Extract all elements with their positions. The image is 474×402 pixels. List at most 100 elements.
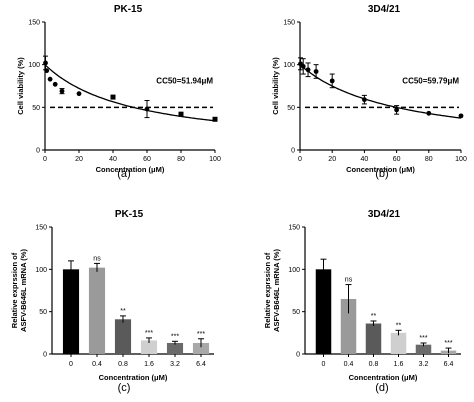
fit-curve <box>44 64 216 122</box>
data-point <box>43 60 48 66</box>
x-tick-label: 80 <box>177 156 185 163</box>
chart-pk15-mrna: PK-15 0 50 100 150 0 0.4 ns 0.8 ** 1.6 *** 3.2 *** 6.4… <box>10 209 214 394</box>
x-tick-label: 6.4 <box>444 361 454 368</box>
x-tick-label: 100 <box>455 156 467 163</box>
bar <box>192 342 210 354</box>
data-point <box>178 111 184 117</box>
chart-title: 3D4/21 <box>368 4 401 15</box>
y-tick-label: 0 <box>36 148 40 155</box>
data-point <box>44 68 50 74</box>
bar <box>390 332 407 354</box>
y-axis-label: Relative exprssion of ASFV-B646L mRNA (%) <box>10 249 28 332</box>
y-axis-label-line-2: ASFV-B646L mRNA (%) <box>272 249 281 332</box>
data-point <box>362 97 367 103</box>
significance-label: *** <box>444 340 452 347</box>
y-tick-label: 50 <box>292 309 300 316</box>
bar <box>62 269 80 354</box>
bar <box>166 342 184 354</box>
x-tick-label: 40 <box>109 156 117 163</box>
y-tick-label: 100 <box>35 267 47 274</box>
data-point <box>313 69 319 74</box>
y-axis-label: Cell viability (%) <box>271 57 280 115</box>
y-tick-label: 0 <box>43 352 47 359</box>
y-tick-label: 150 <box>35 225 47 232</box>
significance-label: *** <box>419 335 427 342</box>
y-tick-label: 150 <box>283 20 295 27</box>
x-axis-label: Concentration (μM) <box>96 165 165 174</box>
x-tick-label: 0.4 <box>344 361 354 368</box>
x-tick-label: 0 <box>69 361 73 368</box>
data-point <box>394 107 399 113</box>
bar <box>114 319 132 354</box>
chart-pk15-viability: PK-15 0 50 100 150 0 20 40 60 80 100 Concentration … <box>16 4 221 180</box>
y-axis-label: Relative exprssion of ASFV-B646L mRNA (%) <box>263 249 281 332</box>
significance-label: ns <box>93 255 101 262</box>
significance-label: ns <box>345 277 353 284</box>
chart-title: PK-15 <box>115 209 144 220</box>
panel-label: (b) <box>375 168 388 180</box>
significance-label: *** <box>145 330 153 337</box>
x-tick-label: 100 <box>209 156 221 163</box>
data-point <box>212 116 218 122</box>
cc50-annotation: CC50=59.79μM <box>402 76 459 85</box>
x-tick-label: 0 <box>322 361 326 368</box>
bar <box>365 323 382 354</box>
panel-label: (a) <box>117 168 130 180</box>
y-tick-label: 150 <box>288 225 300 232</box>
data-point <box>305 67 311 73</box>
x-tick-label: 3.2 <box>170 361 180 368</box>
data-point <box>59 88 65 94</box>
y-axis-label-line-1: Relative exprssion of <box>10 252 19 328</box>
data-point <box>426 110 432 116</box>
fit-curve <box>299 64 462 119</box>
panel-label: (c) <box>118 382 131 394</box>
y-tick-label: 50 <box>32 105 40 112</box>
significance-label: ** <box>371 313 377 320</box>
significance-label: ** <box>396 322 402 329</box>
data-point <box>329 78 335 84</box>
y-tick-label: 100 <box>288 267 300 274</box>
y-tick-label: 0 <box>296 352 300 359</box>
bar <box>340 298 357 354</box>
x-tick-label: 0.8 <box>369 361 379 368</box>
chart-3d421-viability: 3D4/21 0 50 100 150 0 20 40 60 80 100 Concentration… <box>271 4 467 180</box>
significance-label: ** <box>120 308 126 315</box>
x-tick-label: 6.4 <box>196 361 206 368</box>
y-axis-label: Cell viability (%) <box>16 57 25 115</box>
chart-title: PK-15 <box>114 4 143 15</box>
x-tick-label: 0 <box>43 156 47 163</box>
significance-label: *** <box>197 331 205 338</box>
bar <box>315 269 332 354</box>
x-axis-label: Concentration (μM) <box>346 165 415 174</box>
data-point <box>458 113 464 119</box>
y-tick-label: 50 <box>287 105 295 112</box>
data-point <box>52 81 58 87</box>
y-tick-label: 150 <box>28 20 40 27</box>
x-axis-label: Concentration (μM) <box>99 373 168 382</box>
panel-label: (d) <box>375 382 388 394</box>
bar <box>415 344 432 354</box>
bar <box>88 267 106 354</box>
y-tick-label: 0 <box>291 148 295 155</box>
x-tick-label: 20 <box>75 156 83 163</box>
x-tick-label: 80 <box>425 156 433 163</box>
chart-title: 3D4/21 <box>368 209 401 220</box>
y-tick-label: 50 <box>39 309 47 316</box>
bar <box>140 340 158 354</box>
data-point <box>110 94 116 100</box>
x-axis-label: Concentration (μM) <box>349 373 418 382</box>
data-point <box>76 91 82 97</box>
y-tick-label: 100 <box>28 62 40 69</box>
x-tick-label: 0 <box>298 156 302 163</box>
chart-3d421-mrna: 3D4/21 0 50 100 150 0 0.4 ns 0.8 ** 1.6 ** 3.2 *** 6.4… <box>263 209 461 394</box>
significance-label: *** <box>171 333 179 340</box>
x-tick-label: 0.8 <box>118 361 128 368</box>
x-tick-label: 60 <box>393 156 401 163</box>
x-tick-label: 40 <box>361 156 369 163</box>
x-tick-label: 1.6 <box>144 361 154 368</box>
x-tick-label: 20 <box>328 156 336 163</box>
y-axis-label-line-1: Relative exprssion of <box>263 252 272 328</box>
cc50-annotation: CC50=51.94μM <box>156 76 213 85</box>
y-tick-label: 100 <box>283 62 295 69</box>
